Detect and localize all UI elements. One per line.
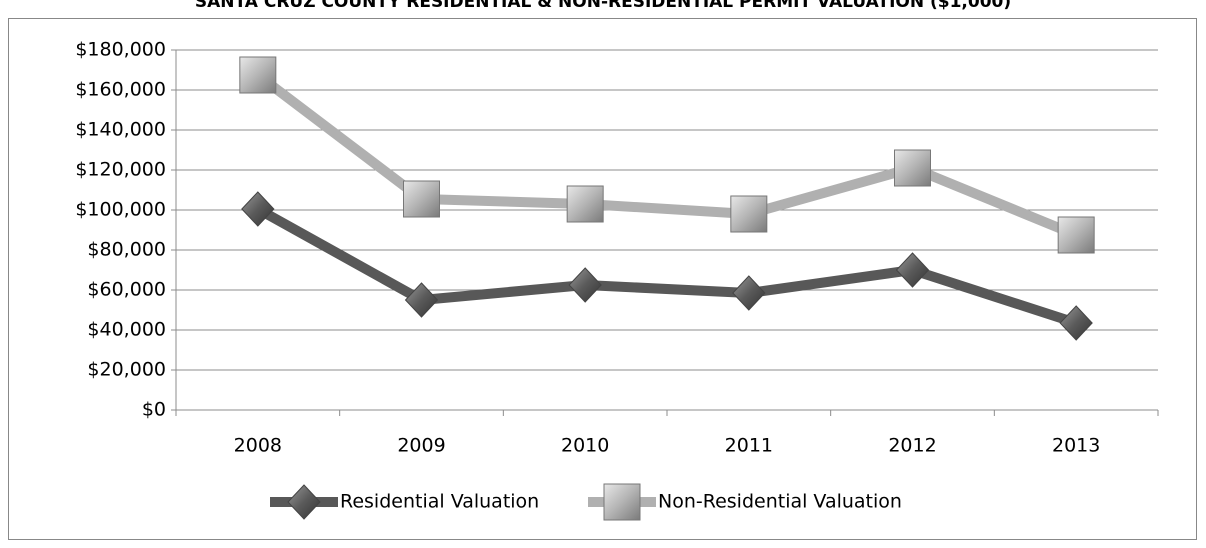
x-tick-label: 2013 — [1052, 435, 1100, 457]
point-marker — [241, 191, 275, 227]
x-tick-label: 2010 — [561, 435, 609, 457]
y-tick-label: $60,000 — [87, 279, 166, 301]
y-tick-label: $0 — [142, 399, 166, 421]
series-line — [255, 204, 1078, 328]
legend-marker — [603, 483, 641, 521]
legend-label: Residential Valuation — [340, 491, 539, 513]
point-marker — [894, 149, 931, 187]
point-marker — [1059, 305, 1093, 341]
y-tick-label: $80,000 — [87, 239, 166, 261]
point-marker — [403, 180, 440, 218]
x-tick-label: 2008 — [234, 435, 282, 457]
legend-marker — [287, 484, 321, 520]
point-marker — [732, 275, 766, 311]
point-marker — [730, 195, 768, 233]
y-tick-label: $160,000 — [75, 79, 166, 101]
point-marker — [566, 185, 604, 223]
y-tick-label: $100,000 — [75, 199, 166, 221]
x-tick-label: 2011 — [725, 435, 773, 457]
point-marker — [895, 252, 930, 288]
legend-label: Non-Residential Valuation — [658, 491, 902, 513]
x-tick-label: 2012 — [888, 435, 936, 457]
point-marker — [568, 267, 602, 303]
chart-frame — [8, 18, 1197, 540]
series-line — [254, 71, 1079, 240]
point-marker — [404, 282, 439, 318]
point-marker — [1057, 216, 1095, 254]
chart-title: SANTA CRUZ COUNTY RESIDENTIAL & NON-RESI… — [195, 0, 1011, 12]
y-tick-label: $20,000 — [87, 359, 166, 381]
point-marker — [239, 56, 277, 94]
y-tick-label: $40,000 — [87, 319, 166, 341]
y-tick-label: $120,000 — [75, 159, 166, 181]
x-tick-label: 2009 — [397, 435, 445, 457]
y-tick-label: $180,000 — [75, 39, 166, 61]
y-tick-label: $140,000 — [75, 119, 166, 141]
